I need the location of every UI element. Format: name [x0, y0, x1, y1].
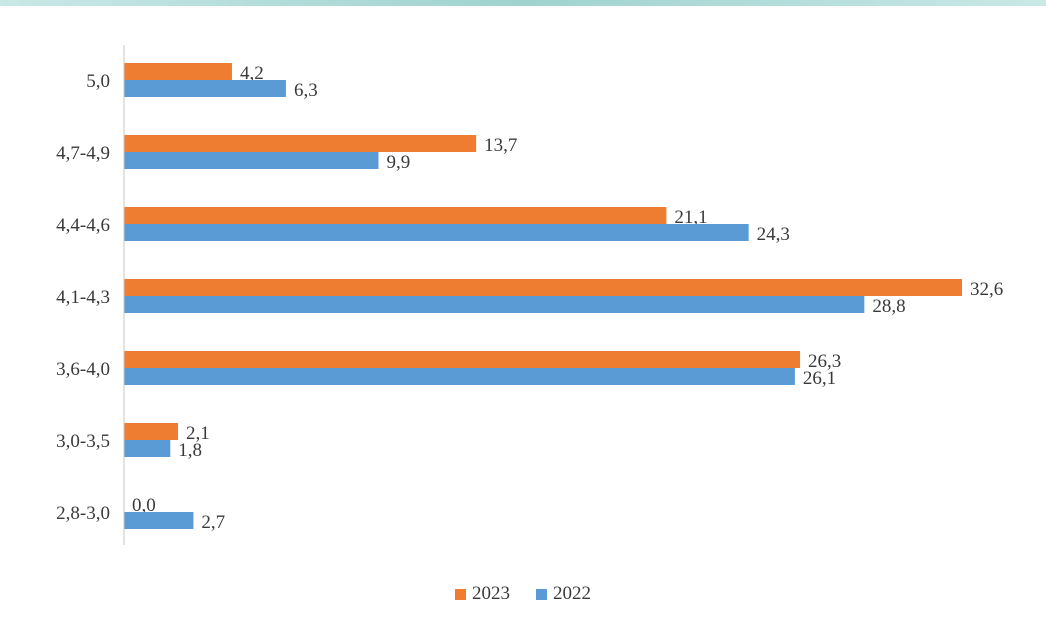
- data-label-2023-4: 26,3: [808, 351, 841, 372]
- bar-chart: 5,0 4,2 6,3 4,7-4,9 13,7 9,9 4,4-4,6 21,1 24,3 4,…: [56, 45, 1003, 545]
- header-strip: [0, 0, 1046, 6]
- data-label-2022-0: 6,3: [294, 80, 318, 101]
- bar-2023-2: [124, 207, 667, 224]
- data-label-2023-5: 2,1: [186, 423, 210, 444]
- data-label-2023-1: 13,7: [484, 135, 517, 156]
- category-label: 3,6-4,0: [56, 359, 110, 380]
- legend-swatch-2023: [455, 588, 466, 600]
- legend: 2023 2022: [0, 583, 1046, 605]
- bar-2022-0: [124, 80, 286, 97]
- data-label-2023-3: 32,6: [970, 279, 1003, 300]
- legend-item-2023: 2023: [455, 583, 510, 605]
- bar-2022-5: [124, 440, 171, 457]
- category-label: 5,0: [86, 71, 110, 92]
- bar-2022-4: [124, 368, 795, 385]
- data-label-2022-6: 2,7: [201, 512, 225, 533]
- data-label-2023-2: 21,1: [674, 207, 707, 228]
- bar-2023-4: [124, 351, 801, 368]
- category-label: 4,1-4,3: [56, 287, 110, 308]
- bar-2023-0: [124, 63, 232, 80]
- legend-label-2022: 2022: [553, 583, 591, 604]
- category-label: 4,4-4,6: [56, 215, 110, 236]
- category-label: 4,7-4,9: [56, 143, 110, 164]
- data-label-2022-4: 26,1: [803, 368, 836, 389]
- category-label: 3,0-3,5: [56, 431, 110, 452]
- data-label-2023-6: 0,0: [132, 495, 156, 516]
- bar-2023-3: [124, 279, 962, 296]
- data-label-2022-1: 9,9: [386, 152, 410, 173]
- data-label-2023-0: 4,2: [240, 63, 264, 84]
- legend-label-2023: 2023: [472, 583, 510, 604]
- bar-2023-5: [124, 423, 178, 440]
- category-label: 2,8-3,0: [56, 503, 110, 524]
- bar-2023-1: [124, 135, 477, 152]
- legend-item-2022: 2022: [536, 583, 591, 605]
- data-label-2022-3: 28,8: [872, 296, 905, 317]
- data-label-2022-5: 1,8: [178, 440, 202, 461]
- bar-2022-6: [124, 512, 194, 529]
- bar-2022-1: [124, 152, 379, 169]
- bar-2022-2: [124, 224, 749, 241]
- bar-2022-3: [124, 296, 865, 313]
- legend-swatch-2022: [536, 588, 547, 600]
- data-label-2022-2: 24,3: [757, 224, 790, 245]
